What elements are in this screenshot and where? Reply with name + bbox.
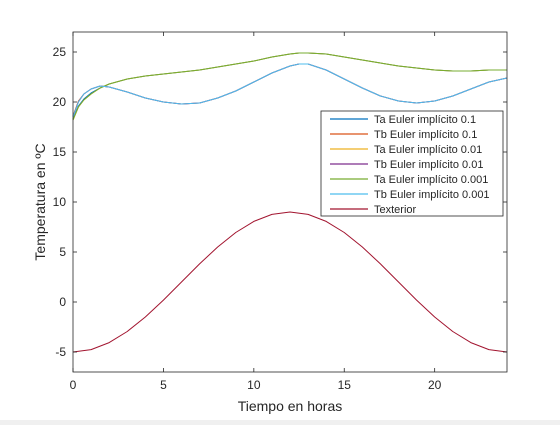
ticks-layer: 0 5 10 15 20 -5 0 5 10 15 20 25 [53, 32, 507, 392]
legend-label-5: Ta Euler implícito 0.001 [374, 174, 488, 186]
legend-label-4: Tb Euler implícito 0.01 [374, 159, 483, 171]
y-tick-label: 20 [53, 95, 67, 109]
y-tick-label: 25 [53, 45, 67, 59]
legend-label-6: Tb Euler implícito 0.001 [374, 189, 490, 201]
legend-label-3: Ta Euler implícito 0.01 [374, 144, 482, 156]
x-axis-label: Tiempo en horas [238, 398, 343, 414]
legend-label-1: Ta Euler implícito 0.1 [374, 114, 476, 126]
y-tick-label: 15 [53, 145, 67, 159]
x-tick-label: 10 [247, 378, 261, 392]
series-line-5 [72, 52, 507, 121]
series-layer [72, 52, 508, 353]
y-axis-label: Temperatura en ºC [32, 143, 48, 260]
x-tick-label: 0 [70, 378, 77, 392]
legend[interactable]: Ta Euler implícito 0.1 Tb Euler implícito… [320, 110, 504, 217]
y-tick-label: 5 [59, 245, 66, 259]
series-line-7 [72, 211, 508, 353]
legend-label-7: Texterior [374, 204, 417, 216]
x-tick-label: 20 [428, 378, 442, 392]
x-tick-label: 15 [338, 378, 352, 392]
legend-label-2: Tb Euler implícito 0.1 [374, 129, 477, 141]
x-tick-label: 5 [160, 378, 167, 392]
y-tick-label: 0 [59, 295, 66, 309]
y-tick-label: 10 [53, 195, 67, 209]
y-tick-label: -5 [55, 345, 66, 359]
legend-entries: Ta Euler implícito 0.1 Tb Euler implícito… [330, 114, 490, 216]
series-line-6 [72, 63, 508, 118]
